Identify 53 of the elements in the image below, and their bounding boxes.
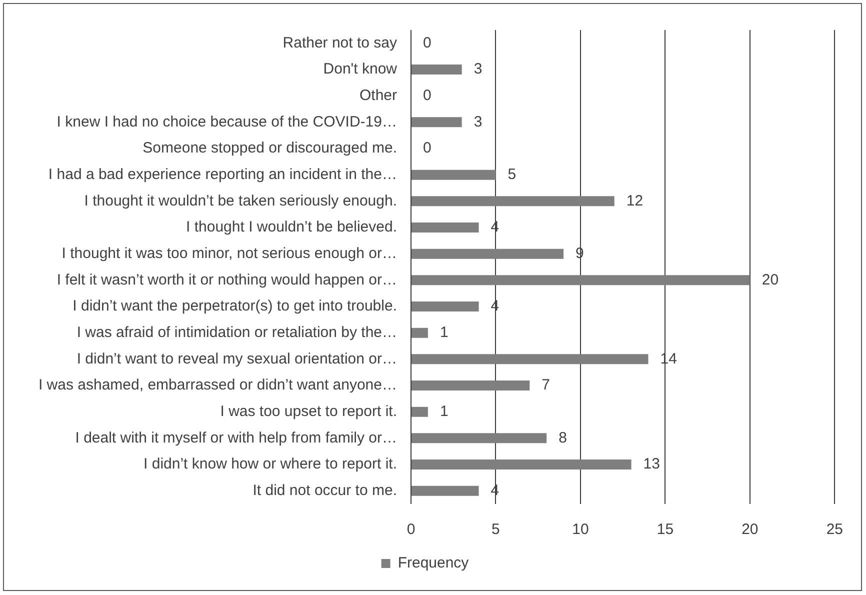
- bar: [412, 222, 479, 233]
- bar: [412, 64, 462, 75]
- data-label: 12: [626, 192, 644, 210]
- x-tick-label: 10: [572, 521, 589, 538]
- y-tick-label: I knew I had no choice because of the COVID-19…: [56, 113, 397, 130]
- y-tick-label: I didn’t want to reveal my sexual orientation or…: [76, 350, 397, 368]
- y-tick-label: Someone stopped or discouraged me.: [142, 140, 397, 157]
- bar: [412, 196, 614, 206]
- y-tick-label: I felt it wasn’t worth it or nothing would happen or…: [56, 271, 397, 288]
- y-tick-label: I was ashamed, embarrassed or didn’t want anyone…: [38, 376, 397, 394]
- data-label: 0: [423, 140, 432, 157]
- y-tick-label: I didn’t want the perpetrator(s) to get into trouble.: [72, 298, 397, 315]
- bar: [412, 170, 496, 180]
- data-label: 3: [474, 113, 482, 130]
- y-tick-label: I thought I wouldn’t be believed.: [186, 218, 397, 236]
- y-tick-label: Don't know: [323, 60, 398, 78]
- bar: [412, 406, 428, 417]
- bar: [412, 248, 564, 259]
- y-tick-label: I was too upset to report it.: [220, 402, 397, 420]
- x-tick-label: 5: [492, 521, 500, 538]
- data-label: 5: [508, 166, 516, 183]
- bar: [412, 486, 479, 496]
- data-label: 3: [474, 60, 482, 78]
- bar: [412, 433, 547, 444]
- y-tick-label: I thought it was too minor, not serious enough or…: [62, 244, 397, 262]
- y-tick-label: It did not occur to me.: [252, 482, 397, 499]
- legend-label: Frequency: [398, 554, 470, 572]
- y-tick-label: Rather not to say: [282, 34, 398, 52]
- data-label: 8: [558, 429, 567, 446]
- data-label: 20: [762, 271, 779, 288]
- bar: [412, 117, 462, 128]
- data-label: 7: [542, 376, 550, 394]
- y-tick-label: Other: [359, 86, 398, 104]
- bar: [412, 354, 648, 364]
- bar: [412, 328, 428, 338]
- bar: [412, 275, 750, 286]
- y-tick-label: I thought it wouldn’t be taken seriously enough.: [84, 192, 397, 210]
- bar: [412, 301, 479, 312]
- x-tick-label: 25: [826, 521, 843, 538]
- bar: [412, 380, 530, 391]
- data-label: 0: [423, 34, 432, 52]
- y-tick-label: I dealt with it myself or with help from family or…: [75, 429, 397, 446]
- x-tick-label: 15: [656, 521, 674, 538]
- data-label: 13: [643, 456, 660, 473]
- data-label: 1: [440, 324, 448, 341]
- data-label: 0: [423, 86, 432, 104]
- bar: [412, 459, 632, 470]
- y-tick-label: I had a bad experience reporting an incident in the…: [48, 166, 397, 183]
- x-tick-label: 0: [406, 521, 416, 538]
- y-tick-label: I was afraid of intimidation or retaliation by the…: [76, 324, 397, 341]
- y-tick-label: I didn’t know how or where to report it.: [144, 456, 397, 473]
- x-tick-label: 20: [742, 521, 758, 538]
- data-label: 1: [440, 402, 448, 420]
